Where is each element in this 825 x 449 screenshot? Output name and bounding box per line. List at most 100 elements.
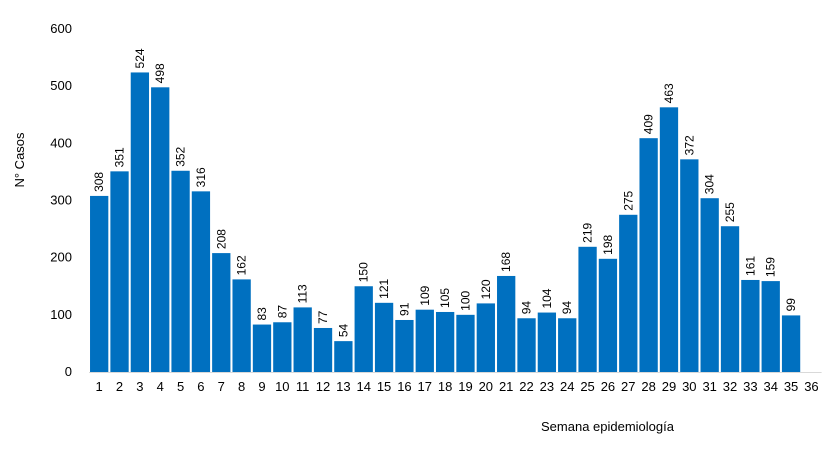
data-label: 87: [275, 305, 289, 319]
bar: [313, 327, 333, 372]
bar: [659, 107, 679, 373]
bar: [476, 303, 495, 372]
data-label: 308: [92, 172, 106, 192]
bars: [90, 72, 801, 373]
x-tick-label: 4: [157, 379, 164, 394]
bar: [374, 302, 394, 372]
bar: [619, 214, 638, 372]
data-label: 255: [723, 202, 737, 222]
data-label: 104: [540, 288, 554, 308]
data-label: 524: [133, 48, 147, 68]
data-label: 159: [764, 257, 778, 277]
x-tick-label: 29: [662, 379, 676, 394]
x-tick-label: 23: [540, 379, 554, 394]
data-label: 168: [499, 252, 513, 272]
x-axis-title: Semana epidemiología: [541, 419, 675, 434]
y-tick-label: 500: [50, 78, 72, 93]
x-tick-label: 3: [136, 379, 143, 394]
x-tick-label: 25: [580, 379, 594, 394]
data-label: 208: [214, 229, 228, 249]
bar: [639, 138, 658, 372]
data-label: 304: [703, 174, 717, 194]
x-tick-label: 21: [499, 379, 513, 394]
x-tick-label: 6: [197, 379, 204, 394]
x-tick-label: 36: [804, 379, 818, 394]
data-label: 316: [194, 167, 208, 187]
data-label: 109: [418, 285, 432, 305]
data-label: 198: [601, 234, 615, 254]
x-tick-label: 17: [418, 379, 432, 394]
x-tick-label: 35: [784, 379, 798, 394]
bar: [720, 226, 740, 372]
x-tick-label: 30: [682, 379, 696, 394]
x-tick-label: 2: [116, 379, 123, 394]
x-tick-label: 28: [641, 379, 655, 394]
y-tick-label: 300: [50, 193, 72, 208]
data-labels: 308 351 524 498 352 316 208 162 83 87 113 77 54 150 12…: [92, 48, 798, 337]
y-axis-title: N° Casos: [12, 132, 27, 188]
x-tick-label: 13: [336, 379, 350, 394]
x-tick-label: 11: [296, 379, 310, 394]
bar: [415, 309, 434, 372]
x-tick-label: 20: [479, 379, 493, 394]
bar: [110, 171, 129, 372]
data-label: 105: [438, 288, 452, 308]
x-tick-label: 16: [397, 379, 411, 394]
bar: [741, 279, 760, 372]
x-tick-label: 1: [96, 379, 103, 394]
bar: [497, 275, 516, 372]
x-axis-ticks: 1 2 3 4 5 6 7 8 9 10 11 12 13 14 15 16 17 18 19 20 21 22 23 24 2…: [96, 379, 819, 394]
data-label: 94: [560, 301, 574, 315]
bar: [191, 191, 211, 372]
data-label: 409: [642, 114, 656, 134]
bar: [700, 198, 719, 372]
x-tick-label: 32: [723, 379, 737, 394]
data-label: 94: [520, 301, 534, 315]
data-label: 372: [682, 135, 696, 155]
data-label: 120: [479, 279, 493, 299]
x-tick-label: 18: [438, 379, 452, 394]
bar: [252, 324, 272, 372]
bar: [517, 318, 536, 372]
data-label: 275: [621, 190, 635, 210]
data-label: 99: [784, 298, 798, 312]
data-label: 54: [336, 323, 350, 337]
bar: [578, 246, 597, 372]
x-tick-label: 9: [258, 379, 265, 394]
x-tick-label: 34: [763, 379, 777, 394]
data-label: 162: [235, 255, 249, 275]
bar: [680, 159, 699, 372]
x-tick-label: 31: [702, 379, 716, 394]
x-tick-label: 24: [560, 379, 574, 394]
bar: [90, 195, 109, 372]
x-tick-label: 12: [316, 379, 330, 394]
data-label: 113: [296, 284, 310, 303]
data-label: 219: [581, 222, 595, 242]
x-tick-label: 26: [601, 379, 615, 394]
x-tick-label: 27: [621, 379, 635, 394]
bar: [761, 281, 780, 372]
data-label: 91: [397, 302, 411, 316]
bar: [273, 322, 292, 372]
x-tick-label: 15: [377, 379, 391, 394]
x-tick-label: 10: [275, 379, 289, 394]
bar: [354, 286, 373, 372]
data-label: 83: [255, 307, 269, 321]
x-tick-label: 33: [743, 379, 757, 394]
data-label: 351: [113, 147, 127, 167]
y-tick-label: 400: [50, 135, 72, 150]
data-label: 463: [662, 83, 676, 103]
x-tick-label: 8: [238, 379, 245, 394]
x-tick-label: 22: [519, 379, 533, 394]
bar: [171, 170, 190, 372]
bar: [212, 253, 231, 372]
data-label: 161: [743, 256, 757, 276]
bar: [781, 315, 801, 372]
bar: [334, 341, 353, 372]
bar: [232, 279, 251, 372]
y-tick-label: 100: [50, 307, 72, 322]
y-axis-ticks: 0 100 200 300 400 500 600: [50, 21, 72, 379]
bar: [293, 307, 312, 372]
